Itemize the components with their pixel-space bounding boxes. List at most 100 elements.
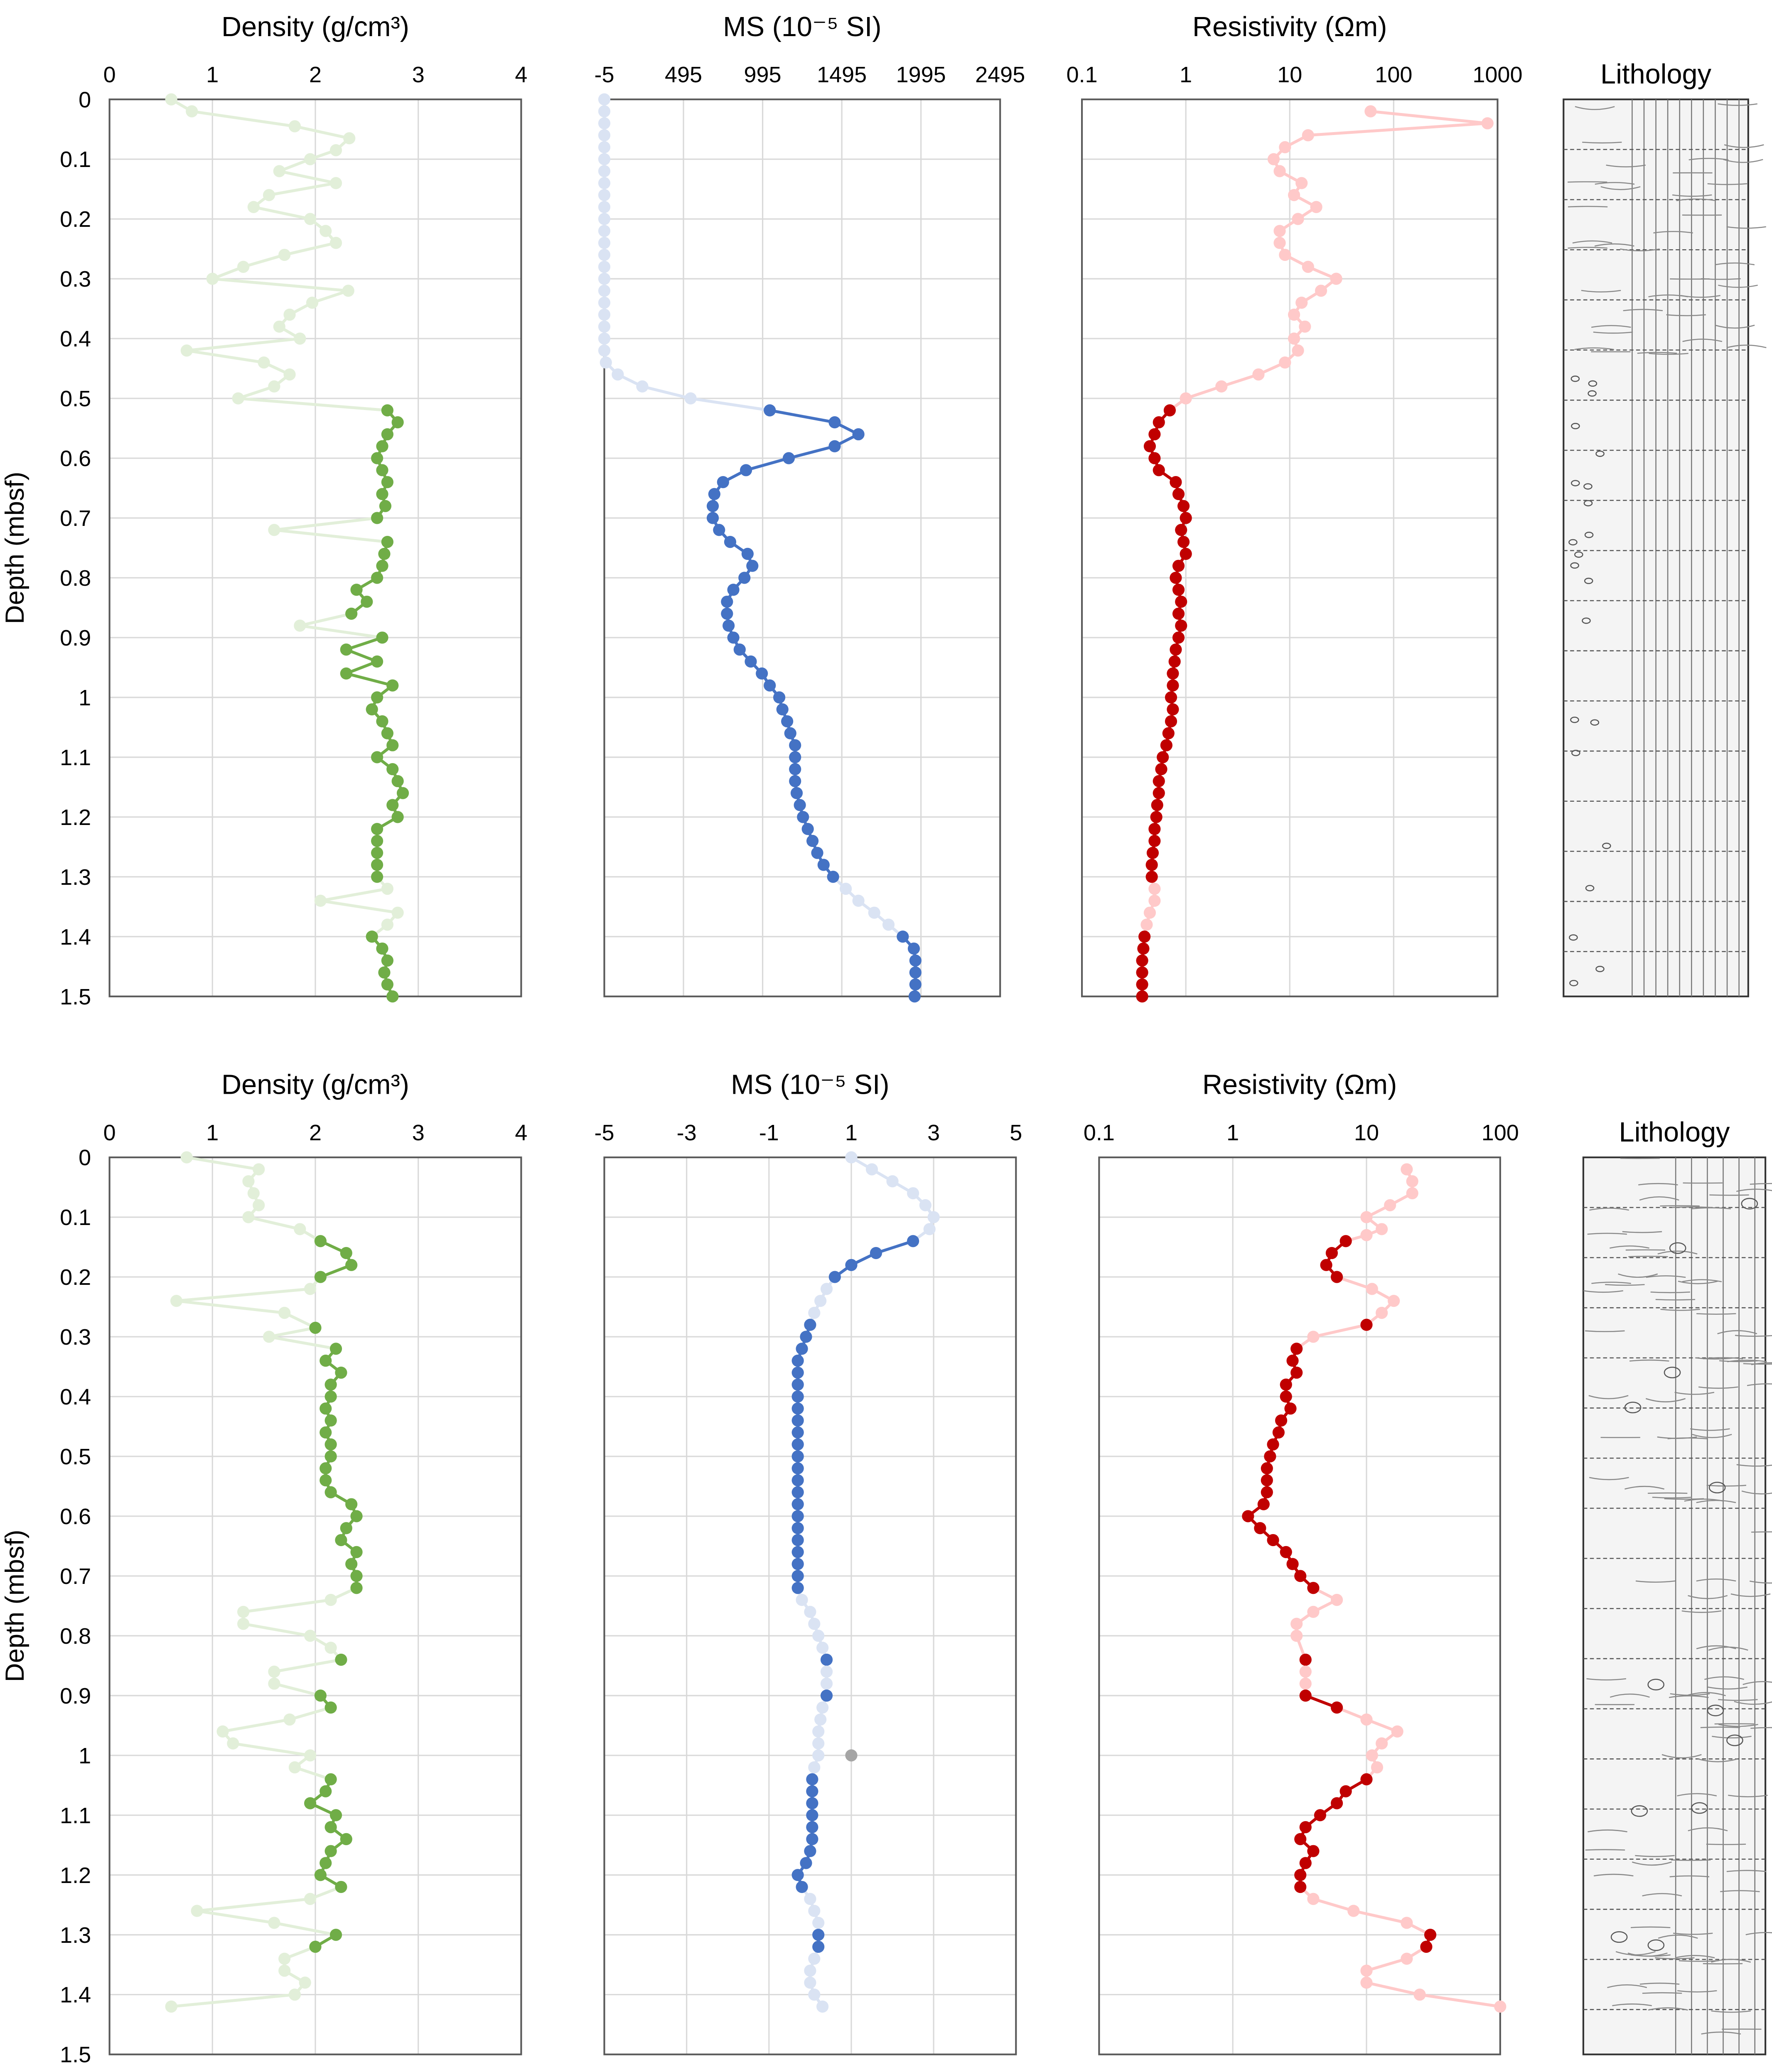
data-point xyxy=(340,667,352,680)
data-point xyxy=(791,1390,804,1403)
data-point xyxy=(1170,572,1182,584)
lithology-sketch-stroke xyxy=(1648,2007,1688,2011)
data-point xyxy=(1330,1797,1343,1809)
data-point xyxy=(1254,1522,1266,1534)
data-point xyxy=(1288,332,1300,345)
data-point xyxy=(345,1558,358,1570)
data-point xyxy=(1371,1761,1384,1774)
data-point xyxy=(1163,404,1176,417)
data-point xyxy=(828,1271,841,1283)
lithology-sketch-stroke xyxy=(1696,1313,1736,1315)
y-tick-label: 1.1 xyxy=(60,745,91,770)
data-point xyxy=(1136,954,1148,967)
y-tick-label: 0.6 xyxy=(60,446,91,471)
data-point xyxy=(791,1486,804,1498)
lithology-sketch-stroke xyxy=(1645,1398,1686,1402)
data-point xyxy=(1172,488,1185,501)
data-point xyxy=(804,1845,816,1857)
data-point xyxy=(329,144,342,157)
x-tick-label: 2495 xyxy=(975,62,1025,87)
x-tick-label: 0 xyxy=(103,62,116,87)
data-point xyxy=(1175,619,1187,632)
data-point xyxy=(791,1378,804,1391)
lithology-sketch-stroke xyxy=(1681,1610,1722,1613)
data-point xyxy=(789,775,801,788)
data-point xyxy=(1172,560,1185,572)
data-point xyxy=(320,1474,332,1487)
data-point xyxy=(738,572,751,584)
data-point xyxy=(1275,1414,1288,1427)
data-point xyxy=(598,344,611,357)
data-point xyxy=(1165,715,1177,728)
lithology-sketch-stroke xyxy=(1700,1726,1740,1728)
data-point xyxy=(253,1199,265,1211)
lithology-clast xyxy=(1624,1402,1642,1414)
data-point xyxy=(1148,428,1161,441)
data-point xyxy=(1153,775,1165,788)
y-tick-label: 0 xyxy=(79,87,91,112)
lithology-clast xyxy=(1664,1367,1681,1379)
lithology-sketch-stroke xyxy=(1660,1309,1700,1311)
data-point xyxy=(247,201,260,213)
data-point xyxy=(283,308,296,321)
data-point xyxy=(781,715,794,728)
data-point xyxy=(191,1905,203,1917)
data-point xyxy=(186,105,198,118)
data-point xyxy=(340,1522,352,1534)
plot-frame xyxy=(108,1156,522,2055)
data-point xyxy=(294,619,306,632)
data-point xyxy=(1360,1713,1373,1726)
data-point xyxy=(324,1450,337,1463)
data-point xyxy=(598,105,611,118)
series-line-light xyxy=(796,1156,936,2008)
data-point xyxy=(776,703,789,716)
data-point xyxy=(1376,1737,1388,1750)
lithology-sketch-stroke xyxy=(1698,1386,1738,1389)
data-point xyxy=(797,811,809,823)
data-point xyxy=(1320,1259,1332,1271)
data-point xyxy=(340,1247,352,1259)
data-point xyxy=(808,1306,821,1319)
data-point xyxy=(909,954,922,967)
lithology-sketch-stroke xyxy=(1623,309,1663,312)
lithology-sketch-stroke xyxy=(1587,1232,1627,1235)
lithology-sketch-stroke xyxy=(1708,1687,1748,1690)
lithology-sketch-stroke xyxy=(1655,1299,1696,1301)
y-tick-label: 0.1 xyxy=(60,1205,91,1230)
data-point xyxy=(806,1833,818,1845)
data-point xyxy=(804,1976,816,1989)
data-point xyxy=(320,1857,332,1869)
data-point xyxy=(791,1558,804,1570)
data-point xyxy=(1406,1187,1418,1200)
data-point xyxy=(1366,1749,1378,1762)
x-tick-label: -5 xyxy=(594,62,614,87)
data-point xyxy=(801,823,814,835)
data-point xyxy=(598,237,611,249)
data-point xyxy=(1151,799,1163,811)
data-point xyxy=(820,1677,833,1690)
data-point xyxy=(381,404,394,417)
lithology-clast xyxy=(1574,551,1583,558)
data-point xyxy=(1307,1845,1320,1857)
data-point xyxy=(773,691,786,704)
data-point xyxy=(598,213,611,225)
lithology-clast xyxy=(1669,1242,1686,1254)
data-point xyxy=(345,1259,358,1271)
data-point xyxy=(1330,1701,1343,1714)
data-point xyxy=(721,607,733,620)
data-point xyxy=(1290,1343,1303,1355)
data-point xyxy=(1315,285,1327,297)
lithology-sketch-stroke xyxy=(1627,1952,1668,1957)
data-point xyxy=(1286,1558,1299,1570)
data-point xyxy=(684,392,697,405)
lithology-clast xyxy=(1726,1734,1743,1746)
data-point xyxy=(304,1749,317,1762)
data-point xyxy=(897,930,909,943)
data-point xyxy=(1272,1426,1285,1439)
lithology-sketch-stroke xyxy=(1724,144,1764,148)
data-point xyxy=(1288,189,1300,201)
series-line-light xyxy=(170,98,405,997)
y-tick-label: 1.2 xyxy=(60,805,91,830)
data-point xyxy=(865,1163,878,1176)
lithology-sketch-stroke xyxy=(1749,1581,1772,1584)
